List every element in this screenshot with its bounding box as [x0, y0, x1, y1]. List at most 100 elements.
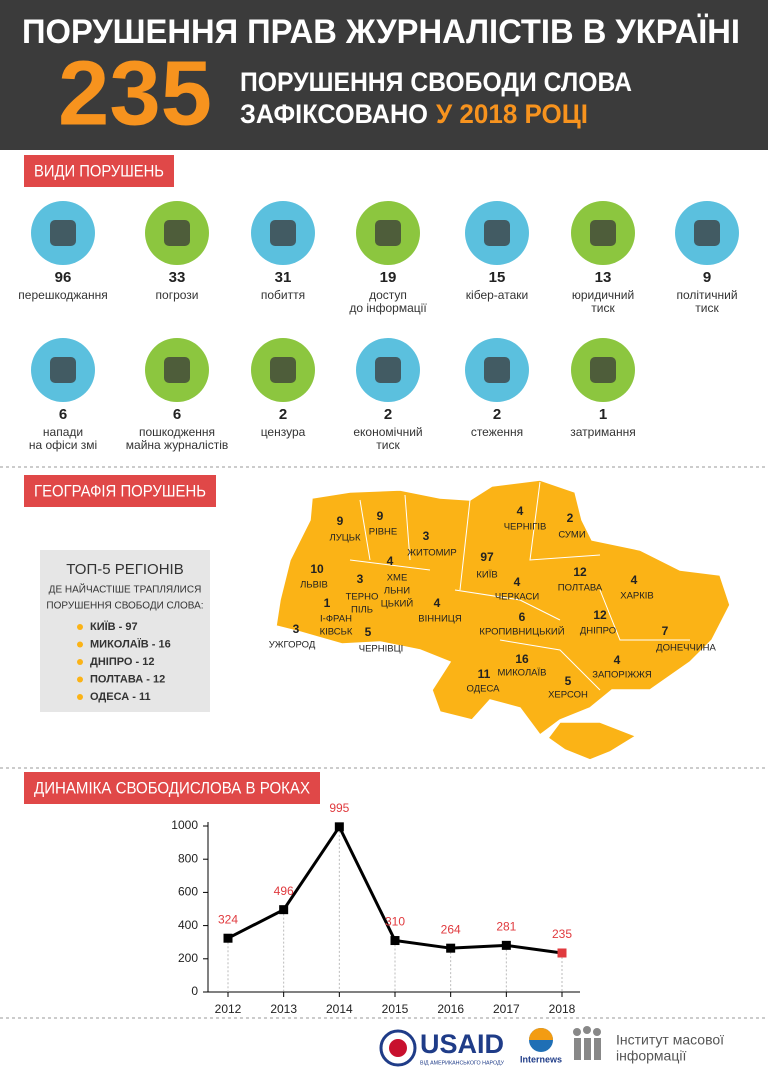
region-name: РІВНЕ — [369, 527, 398, 538]
type-count: 19 — [380, 269, 397, 286]
y-tick-label: 800 — [178, 851, 198, 865]
section-heading: ДИНАМІКА СВОБОДИСЛОВА В РОКАХ — [34, 778, 310, 797]
region-name: КИЇВ — [476, 570, 497, 581]
region-name: КРОПИВНИЦЬКИЙ — [479, 626, 564, 638]
imi-logo: інформації — [616, 1048, 686, 1064]
section-heading-bg — [24, 155, 174, 187]
type-label: доступ — [369, 288, 407, 302]
x-tick-label: 2017 — [493, 1002, 520, 1016]
marker — [557, 948, 567, 958]
region-name: ЧЕРНІВЦІ — [359, 644, 404, 655]
marker — [390, 936, 400, 946]
region-name: ПІЛЬ — [351, 605, 373, 616]
region-name: ХМЕ — [387, 573, 408, 584]
type-label: напади — [43, 425, 83, 439]
region-count: 9 — [377, 509, 384, 523]
type-label: пошкодження — [139, 425, 215, 439]
type-count: 6 — [59, 406, 67, 423]
y-tick-label: 0 — [191, 984, 198, 998]
title: ПОРУШЕННЯ ПРАВ ЖУРНАЛІСТІВ В УКРАЇНІ — [22, 13, 740, 51]
type-count: 13 — [595, 269, 612, 286]
type-icon-glyph — [375, 220, 401, 246]
type-label: перешкоджання — [18, 288, 107, 302]
type-label: тиск — [695, 301, 719, 315]
marker — [279, 905, 289, 915]
region-name: ВІННИЦЯ — [418, 614, 462, 625]
section-heading: ГЕОГРАФІЯ ПОРУШЕНЬ — [34, 481, 206, 500]
region-name: КІВСЬК — [320, 627, 353, 638]
big-count: 235 — [58, 42, 212, 144]
footer-logos — [379, 1026, 601, 1067]
marker — [334, 822, 344, 832]
type-label: тиск — [376, 438, 400, 452]
section-heading-bg — [24, 772, 320, 804]
type-label: стеження — [471, 425, 523, 439]
region-count: 4 — [514, 575, 521, 589]
x-tick-label: 2015 — [382, 1002, 409, 1016]
top5-item: КИЇВ - 97 — [90, 620, 138, 633]
region-count: 4 — [387, 554, 394, 568]
top5-item: ПОЛТАВА - 12 — [90, 673, 165, 685]
region-name: ПОЛТАВА — [558, 583, 603, 594]
marker — [501, 940, 511, 950]
region-count: 9 — [337, 514, 344, 528]
region-name: ОДЕСА — [467, 684, 501, 695]
section-heading-bg — [24, 475, 216, 507]
region-count: 4 — [434, 596, 441, 610]
region-count: 97 — [480, 550, 494, 564]
top5-bullet — [77, 676, 83, 683]
region-name: ТЕРНО — [346, 592, 379, 603]
region-count: 2 — [567, 511, 574, 525]
type-icon-glyph — [484, 357, 510, 383]
x-tick-label: 2018 — [549, 1002, 576, 1016]
region-name: СУМИ — [558, 530, 585, 541]
type-count: 2 — [384, 406, 392, 423]
type-label: погрози — [156, 288, 199, 302]
marker — [223, 933, 233, 943]
ukraine-map — [275, 479, 731, 761]
top5-subtitle: ДЕ НАЙЧАСТІШЕ ТРАПЛЯЛИСЯ — [49, 583, 202, 596]
top5-item: ДНІПРО - 12 — [90, 656, 155, 668]
top5-bullet — [77, 659, 83, 665]
region-name: МИКОЛАЇВ — [498, 668, 547, 679]
region-name: УЖГОРОД — [269, 640, 316, 651]
region-name: ДНІПРО — [580, 626, 616, 637]
type-count: 33 — [169, 269, 186, 286]
y-tick-label: 600 — [178, 885, 198, 899]
top5-box — [40, 550, 210, 712]
type-count: 2 — [493, 406, 501, 423]
x-tick-label: 2016 — [437, 1002, 464, 1016]
region-count: 4 — [517, 504, 524, 518]
region-count: 10 — [310, 562, 324, 576]
type-label: до інформації — [349, 301, 427, 315]
region-name: ЖИТОМИР — [407, 548, 456, 559]
x-tick-label: 2012 — [215, 1002, 242, 1016]
region-name: ДОНЕЧЧИНА — [656, 643, 716, 654]
usaid-sub: ВІД АМЕРИКАНСЬКОГО НАРОДУ — [420, 1060, 504, 1066]
type-icon-glyph — [375, 357, 401, 383]
value-label: 496 — [274, 884, 294, 898]
type-label: тиск — [591, 301, 615, 315]
region-name: ЛУЦЬК — [329, 533, 361, 544]
type-count: 96 — [55, 269, 72, 286]
type-label: на офіси змі — [29, 438, 97, 452]
type-icon-glyph — [50, 357, 76, 383]
type-label: кібер-атаки — [466, 288, 528, 302]
top5-subtitle: ПОРУШЕННЯ СВОБОДИ СЛОВА: — [46, 601, 203, 612]
region-name: ЗАПОРІЖЖЯ — [592, 670, 652, 681]
region-count: 4 — [614, 653, 621, 667]
region-count: 1 — [324, 596, 331, 610]
x-tick-label: 2013 — [270, 1002, 297, 1016]
region-count: 4 — [631, 573, 638, 587]
region-count: 3 — [423, 529, 430, 543]
top5-bullet — [77, 694, 83, 700]
region-count: 5 — [365, 625, 372, 639]
value-label: 264 — [441, 922, 461, 936]
top5-bullet — [77, 641, 83, 648]
type-count: 1 — [599, 406, 607, 423]
region-count: 11 — [478, 667, 491, 681]
marker — [446, 943, 456, 953]
region-count: 3 — [357, 572, 364, 586]
type-count: 6 — [173, 406, 181, 423]
type-label: цензура — [261, 425, 306, 439]
